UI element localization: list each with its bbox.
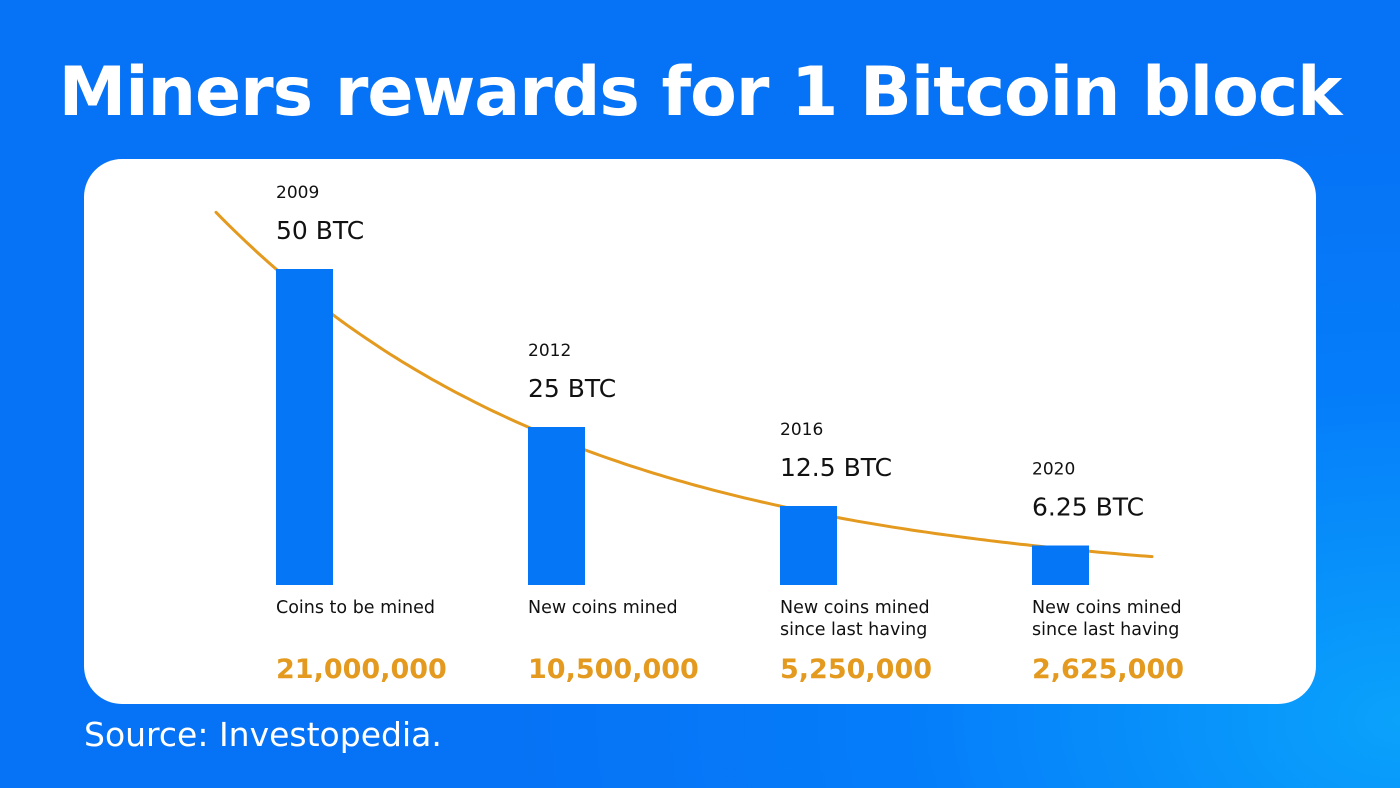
bar-2020 bbox=[1032, 545, 1089, 585]
bar-2016 bbox=[780, 506, 837, 585]
caption-2020-1: New coins mined bbox=[1032, 598, 1182, 618]
reward-label-2016: 12.5 BTC bbox=[780, 453, 892, 482]
chart-title: Miners rewards for 1 Bitcoin block bbox=[58, 53, 1343, 132]
bar-2012 bbox=[528, 427, 585, 585]
coins-total-2012: 10,500,000 bbox=[528, 654, 699, 685]
reward-label-2009: 50 BTC bbox=[276, 216, 364, 245]
caption-2016-1: New coins mined bbox=[780, 598, 930, 618]
year-label-2020: 2020 bbox=[1032, 460, 1075, 480]
reward-label-2020: 6.25 BTC bbox=[1032, 493, 1144, 522]
bar-2009 bbox=[276, 269, 333, 585]
bar-chart: 2009 50 BTC Coins to be mined 21,000,000 201… bbox=[214, 183, 1184, 685]
caption-2016-2: since last having bbox=[780, 620, 927, 640]
year-label-2009: 2009 bbox=[276, 183, 319, 203]
trend-curve bbox=[214, 210, 1154, 559]
caption-2009-1: Coins to be mined bbox=[276, 598, 435, 618]
chart-card: 2009 50 BTC Coins to be mined 21,000,000 201… bbox=[84, 159, 1316, 704]
coins-total-2009: 21,000,000 bbox=[276, 654, 447, 685]
reward-label-2012: 25 BTC bbox=[528, 374, 616, 403]
caption-2020-2: since last having bbox=[1032, 620, 1179, 640]
coins-total-2016: 5,250,000 bbox=[780, 654, 932, 685]
year-label-2012: 2012 bbox=[528, 341, 571, 361]
coins-total-2020: 2,625,000 bbox=[1032, 654, 1184, 685]
caption-2012-1: New coins mined bbox=[528, 598, 678, 618]
year-label-2016: 2016 bbox=[780, 420, 823, 440]
source-note: Source: Investopedia. bbox=[84, 715, 442, 754]
